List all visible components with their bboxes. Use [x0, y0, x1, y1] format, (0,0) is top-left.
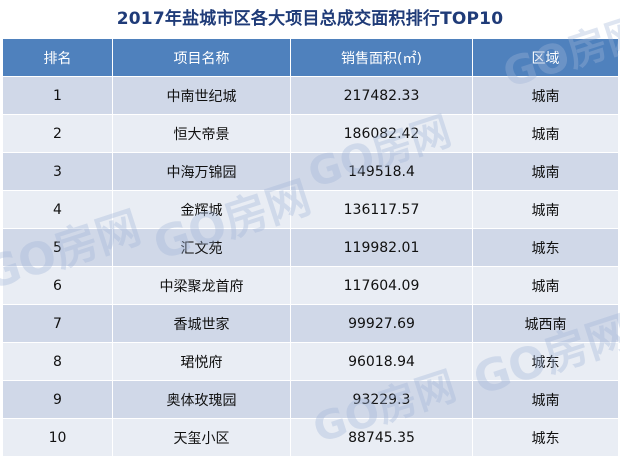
cell-rank: 8	[2, 342, 113, 381]
cell-region: 城南	[472, 76, 619, 115]
cell-sales-area: 96018.94	[290, 342, 473, 381]
cell-sales-area: 136117.57	[290, 190, 473, 229]
table-row: 4 金辉城 136117.57 城南	[2, 190, 619, 229]
cell-project-name: 金辉城	[112, 190, 291, 229]
cell-project-name: 天玺小区	[112, 418, 291, 457]
cell-project-name: 汇文苑	[112, 228, 291, 267]
cell-project-name: 奥体玫瑰园	[112, 380, 291, 419]
cell-region: 城南	[472, 152, 619, 191]
cell-region: 城东	[472, 418, 619, 457]
header-rank: 排名	[2, 38, 113, 77]
cell-rank: 1	[2, 76, 113, 115]
cell-sales-area: 93229.3	[290, 380, 473, 419]
header-project-name: 项目名称	[112, 38, 291, 77]
cell-project-name: 中南世纪城	[112, 76, 291, 115]
cell-sales-area: 119982.01	[290, 228, 473, 267]
cell-rank: 5	[2, 228, 113, 267]
cell-sales-area: 149518.4	[290, 152, 473, 191]
cell-sales-area: 99927.69	[290, 304, 473, 343]
cell-region: 城东	[472, 228, 619, 267]
table-header-row: 排名 项目名称 销售面积(㎡) 区域	[2, 38, 619, 77]
cell-sales-area: 217482.33	[290, 76, 473, 115]
page-title: 2017年盐城市区各大项目总成交面积排行TOP10	[116, 9, 504, 29]
cell-project-name: 香城世家	[112, 304, 291, 343]
cell-rank: 10	[2, 418, 113, 457]
cell-sales-area: 186082.42	[290, 114, 473, 153]
cell-project-name: 恒大帝景	[112, 114, 291, 153]
cell-rank: 7	[2, 304, 113, 343]
cell-project-name: 中梁聚龙首府	[112, 266, 291, 305]
table-row: 2 恒大帝景 186082.42 城南	[2, 114, 619, 153]
cell-project-name: 中海万锦园	[112, 152, 291, 191]
cell-sales-area: 88745.35	[290, 418, 473, 457]
cell-region: 城南	[472, 114, 619, 153]
table-row: 6 中梁聚龙首府 117604.09 城南	[2, 266, 619, 305]
table-row: 9 奥体玫瑰园 93229.3 城南	[2, 380, 619, 419]
cell-rank: 2	[2, 114, 113, 153]
table-row: 5 汇文苑 119982.01 城东	[2, 228, 619, 267]
table-row: 10 天玺小区 88745.35 城东	[2, 418, 619, 457]
ranking-table: 排名 项目名称 销售面积(㎡) 区域 1 中南世纪城 217482.33 城南 …	[2, 38, 619, 457]
cell-region: 城南	[472, 380, 619, 419]
cell-rank: 9	[2, 380, 113, 419]
cell-project-name: 珺悦府	[112, 342, 291, 381]
table-row: 7 香城世家 99927.69 城西南	[2, 304, 619, 343]
cell-region: 城南	[472, 266, 619, 305]
cell-region: 城西南	[472, 304, 619, 343]
header-region: 区域	[472, 38, 619, 77]
cell-rank: 4	[2, 190, 113, 229]
cell-sales-area: 117604.09	[290, 266, 473, 305]
cell-rank: 3	[2, 152, 113, 191]
table-row: 8 珺悦府 96018.94 城东	[2, 342, 619, 381]
table-row: 3 中海万锦园 149518.4 城南	[2, 152, 619, 191]
cell-region: 城东	[472, 342, 619, 381]
table-row: 1 中南世纪城 217482.33 城南	[2, 76, 619, 115]
cell-region: 城南	[472, 190, 619, 229]
cell-rank: 6	[2, 266, 113, 305]
header-sales-area: 销售面积(㎡)	[290, 38, 473, 77]
